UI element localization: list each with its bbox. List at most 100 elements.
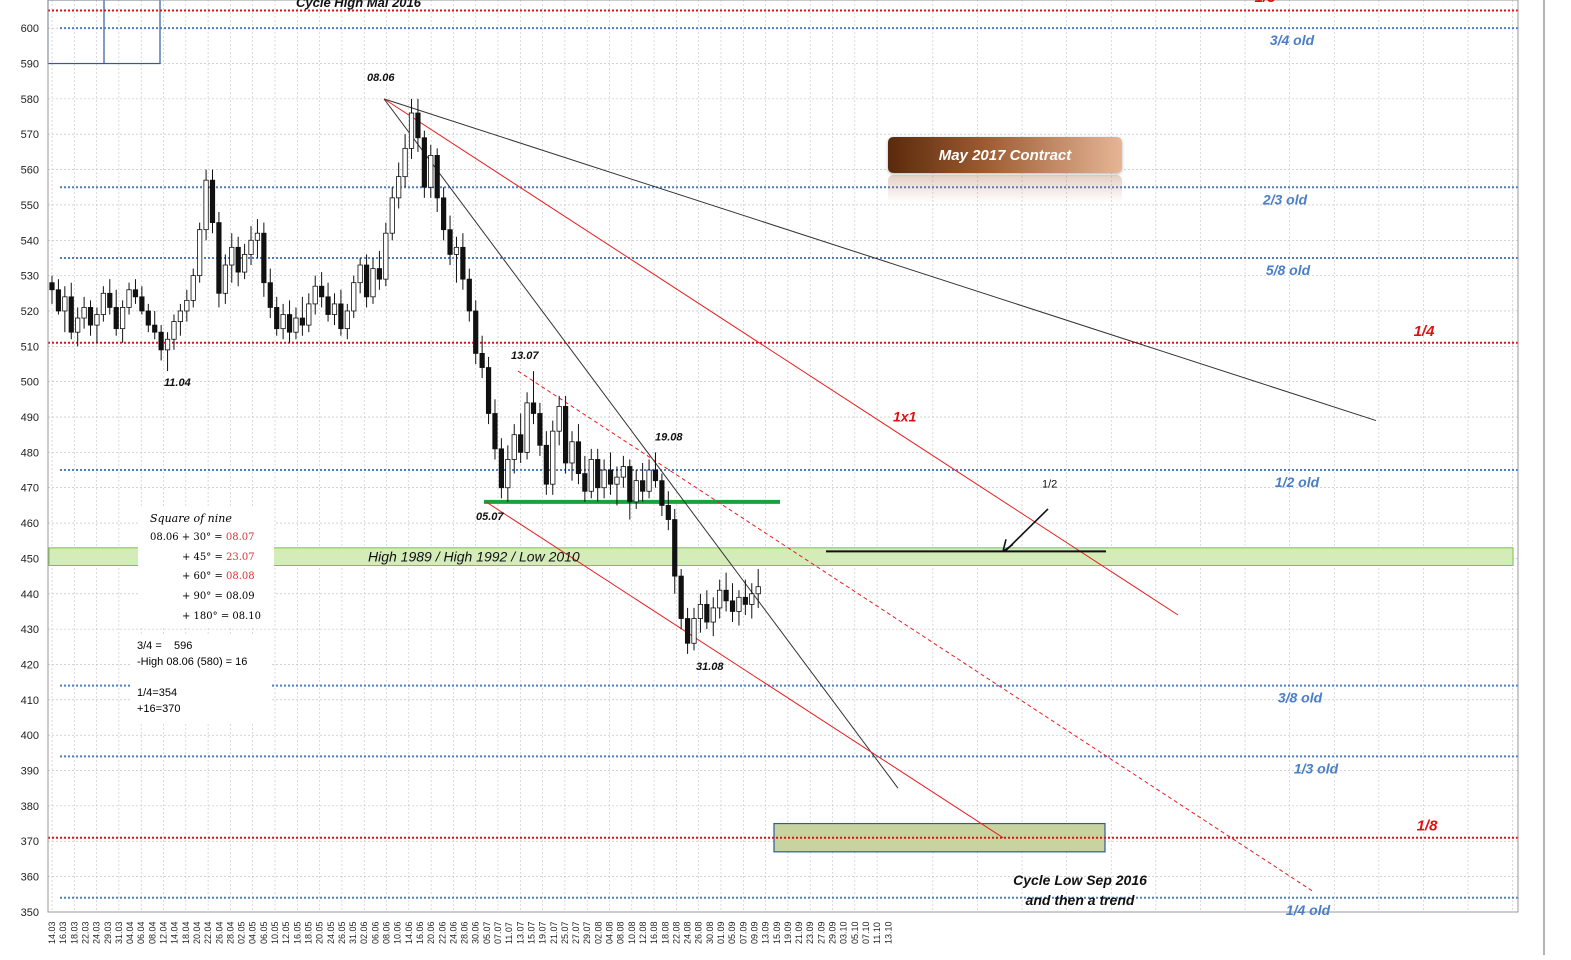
y-tick-label: 580 [21,94,39,106]
x-tick-label: 26.04 [214,921,224,944]
candle-body [614,476,620,485]
cycle-low-annotation: Cycle Low Sep 2016 and then a trend [1000,870,1160,910]
level-label: 3/8 old [1278,690,1323,706]
zone-label: High 1989 / High 1992 / Low 2010 [368,549,580,565]
target-box [773,822,1106,853]
candle-body [652,469,659,482]
y-tick-label: 400 [21,730,39,742]
candle-body [588,459,594,492]
candle-body [241,254,248,273]
candle-body [498,448,505,489]
x-tick-label: 05.10 [850,921,860,944]
y-tick-label: 550 [21,200,39,212]
y-tick-label: 540 [21,235,39,247]
candle-body [678,575,684,619]
x-tick-label: 07.09 [738,921,748,944]
candle-body [633,480,639,503]
candle-body [113,307,119,330]
x-tick-label: 24.03 [92,921,102,944]
candle-body [177,310,183,322]
candle-body [595,459,601,489]
x-tick-label: 14.04 [170,921,180,944]
candle-body [68,296,74,333]
x-tick-label: 27.09 [816,921,826,944]
contract-label: May 2017 Contract [938,146,1072,164]
x-tick-label: 11.10 [872,922,882,944]
level-label: 1/4 old [1286,902,1331,918]
trendline-steep [383,98,899,789]
candle-body [736,596,742,612]
fan-line-1x1 [383,98,1179,616]
candle-body [453,246,460,255]
x-tick-label: 25.07 [560,921,570,944]
x-tick-label: 26.05 [337,921,347,944]
levels [48,9,1518,899]
candle-body [75,317,81,333]
axes: 350 360 370 380 390 400 410 420 430 440 450 460 470 4… [21,0,1545,955]
point-label: 31.08 [696,661,724,673]
candle-body [742,596,748,605]
y-tick-label: 480 [21,447,39,459]
square-of-nine-date: 08.09 [226,591,255,602]
candle-body [691,618,697,644]
y-tick-label: 590 [21,59,39,71]
x-tick-label: 10.05 [270,921,280,944]
candle-body [325,296,331,315]
candle-body [402,147,408,178]
candle-body [582,473,588,492]
candle-body [164,338,171,351]
y-tick-label: 570 [21,129,39,141]
candle-body [717,589,723,609]
contract-badge: May 2017 Contract [888,137,1122,173]
square-of-nine-row: + 90° = 08.09 [182,591,255,602]
candle-body [222,264,228,294]
candle-body [428,155,434,188]
square-of-nine-left: 08.06 + 30° = [150,532,223,543]
candle-body [62,296,68,312]
candle-body [627,466,633,503]
candle-body [421,137,427,188]
x-tick-label: 06.06 [370,921,380,944]
trendlines [383,98,1377,892]
level-label: 3/4 old [1270,32,1315,48]
square-of-nine-left: + 180° = [182,611,230,622]
y-tick-label: 440 [21,589,39,601]
candle-body [729,600,736,612]
arrow-head [1002,539,1014,553]
x-tick-label: 06.05 [259,921,269,944]
candle-body [710,607,716,623]
square-of-nine-left: + 90° = [182,591,223,602]
level-label: 1/8 [1417,818,1439,835]
candle-body [723,589,729,602]
candle-body [312,285,318,305]
fan-label: 1x1 [893,409,917,425]
x-tick-label: 16.05 [292,921,302,944]
candle-body [518,434,524,453]
candle-body [376,268,383,280]
x-tick-label: 18.04 [181,921,191,944]
level-label: 2/3 old [1262,191,1308,207]
x-tick-label: 02.06 [359,921,369,944]
candle-body [646,469,652,492]
candle-body [684,618,691,644]
resistance-zone [48,547,1514,566]
candle-body [524,402,530,453]
x-tick-label: 22.03 [80,921,90,944]
candle-body [563,406,569,464]
candle-body [87,307,94,326]
candle-body [306,303,312,326]
candle-body [460,246,466,280]
x-tick-label: 08.08 [616,921,626,944]
y-tick-label: 500 [21,377,39,389]
candle-body [473,310,479,354]
x-tick-label: 11.07 [504,922,514,944]
candle-body [216,222,222,294]
x-tick-label: 08.04 [147,921,157,944]
square-of-nine-left: + 60° = [182,571,223,582]
point-label: 05.07 [476,511,504,523]
candle-body [55,289,62,312]
channel-dashed [517,370,1313,892]
candle-body [158,331,164,351]
x-tick-label: 02.05 [237,921,247,944]
